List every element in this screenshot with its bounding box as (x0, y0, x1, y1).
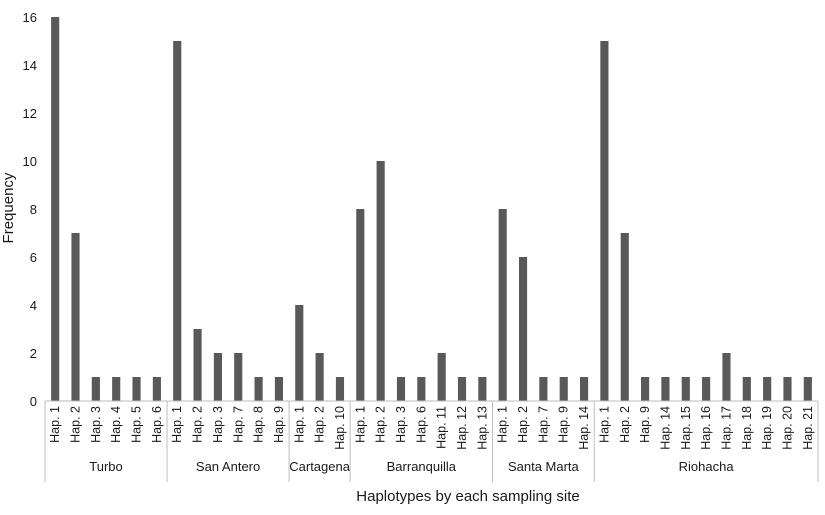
bar (457, 377, 467, 401)
x-tick-label: Hap. 7 (231, 406, 245, 443)
x-tick-label: Hap. 3 (211, 406, 225, 443)
bar (356, 209, 365, 401)
y-tick-label: 12 (23, 106, 37, 121)
bar (661, 377, 670, 401)
x-tick-label: Hap. 2 (313, 406, 327, 443)
y-tick-label: 2 (30, 346, 37, 361)
bar (193, 329, 202, 401)
bar (742, 377, 751, 401)
group-label: Riohacha (679, 459, 735, 474)
bar (620, 233, 629, 401)
group-label: Cartagena (289, 459, 350, 474)
bar (803, 377, 812, 401)
bar (173, 41, 182, 401)
x-tick-label: Hap. 2 (618, 406, 632, 443)
bar (213, 353, 222, 401)
x-tick-label: Hap. 20 (780, 406, 794, 450)
bar (478, 377, 487, 401)
y-tick-label: 4 (30, 298, 37, 313)
x-tick-label: Hap. 16 (699, 406, 713, 450)
bar (580, 377, 589, 401)
bar (681, 377, 690, 401)
x-tick-label: Hap. 1 (496, 406, 510, 443)
bar (112, 377, 121, 401)
x-tick-label: Hap. 18 (740, 406, 754, 450)
x-tick-label: Hap. 9 (557, 406, 571, 443)
group-label: Santa Marta (508, 459, 580, 474)
y-tick-label: 16 (23, 10, 37, 25)
bar (335, 377, 345, 401)
bar (234, 353, 243, 401)
y-tick-label: 8 (30, 202, 37, 217)
bar (417, 377, 426, 401)
bar (71, 233, 80, 401)
x-tick-label: Hap. 9 (272, 406, 286, 443)
x-tick-label: Hap. 1 (170, 406, 184, 443)
x-tick-label: Hap. 3 (89, 406, 103, 443)
x-tick-label: Hap. 1 (48, 406, 62, 443)
bar (132, 377, 141, 401)
x-tick-label: Hap. 21 (801, 406, 815, 450)
bar (254, 377, 263, 401)
bar (498, 209, 507, 401)
x-tick-label: Hap. 17 (719, 406, 733, 450)
y-tick-label: 6 (30, 250, 37, 265)
bar (51, 17, 60, 401)
bar (295, 305, 304, 401)
x-axis-title: Haplotypes by each sampling site (356, 488, 579, 505)
bar (722, 353, 731, 401)
group-label: Turbo (89, 459, 122, 474)
x-tick-label: Hap. 10 (333, 406, 347, 450)
group-label: Barranquilla (387, 459, 457, 474)
x-tick-label: Hap. 7 (536, 406, 550, 443)
x-tick-label: Hap. 13 (475, 406, 489, 450)
x-axis-group-labels: Turbo San Antero Cartagena Barranquilla Sant… (89, 459, 734, 474)
axes (44, 400, 819, 482)
x-tick-label: Hap. 15 (679, 406, 693, 450)
x-tick-label: Hap. 12 (455, 406, 469, 450)
bar (437, 353, 446, 401)
bar (315, 353, 324, 401)
y-tick-label: 10 (23, 154, 37, 169)
x-tick-label: Hap. 1 (597, 406, 611, 443)
x-tick-label: Hap. 1 (292, 406, 306, 443)
bars (51, 17, 812, 401)
x-tick-label: Hap. 9 (638, 406, 652, 443)
bar (376, 161, 385, 401)
x-axis-category-labels: Hap. 1 Hap. 2 Hap. 3 Hap. 4 Hap. 5 Hap. 6 Hap.… (48, 406, 815, 450)
bar (702, 377, 711, 401)
x-tick-label: Hap. 3 (394, 406, 408, 443)
x-tick-label: Hap. 14 (577, 406, 591, 450)
bar (152, 377, 161, 401)
x-tick-label: Hap. 6 (150, 406, 164, 443)
x-tick-label: Hap. 2 (516, 406, 530, 443)
y-axis-title: Frequency (0, 172, 17, 243)
bar (274, 377, 284, 401)
x-tick-label: Hap. 14 (658, 406, 672, 450)
y-axis-ticks: 0 2 4 6 8 10 12 14 16 (23, 10, 37, 409)
y-tick-label: 14 (23, 58, 37, 73)
x-tick-label: Hap. 6 (414, 406, 428, 443)
bar (763, 377, 772, 401)
x-tick-label: Hap. 19 (760, 406, 774, 450)
bar (783, 377, 792, 401)
x-tick-label: Hap. 2 (69, 406, 83, 443)
x-tick-label: Hap. 8 (252, 406, 266, 443)
bar (539, 377, 548, 401)
bar (396, 377, 406, 401)
group-label: San Antero (196, 459, 260, 474)
bar (91, 377, 100, 401)
x-tick-label: Hap. 2 (374, 406, 388, 443)
bar (518, 257, 528, 401)
y-tick-label: 0 (30, 394, 37, 409)
bar (641, 377, 650, 401)
x-tick-label: Hap. 11 (435, 406, 449, 449)
x-tick-label: Hap. 2 (191, 406, 205, 443)
bar (600, 41, 609, 401)
bar (559, 377, 568, 401)
x-tick-label: Hap. 1 (353, 406, 367, 443)
x-tick-label: Hap. 5 (130, 406, 144, 443)
x-tick-label: Hap. 4 (109, 406, 123, 443)
